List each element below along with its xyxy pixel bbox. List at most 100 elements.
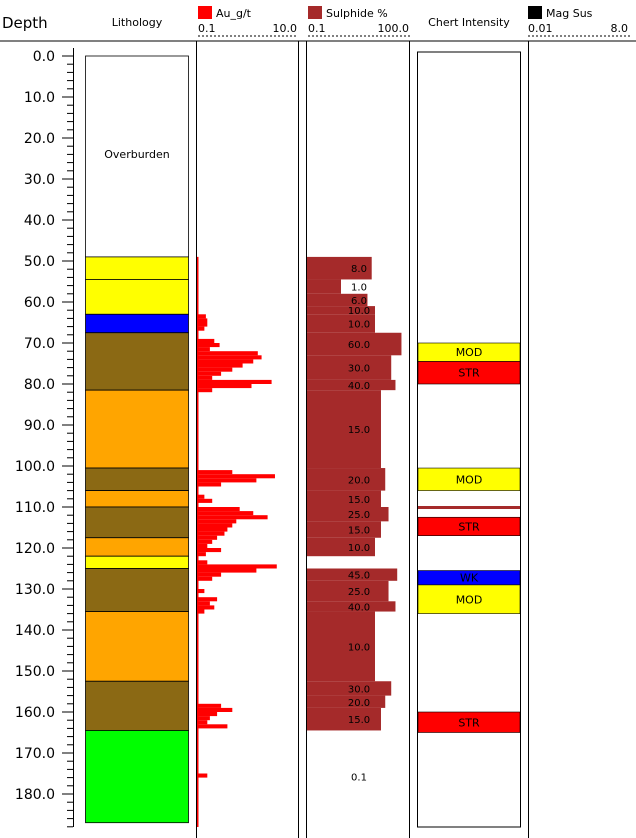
- depth-tick-label: 170.0: [15, 746, 55, 762]
- sulphide-track: 8.01.06.010.010.060.030.040.015.020.015.…: [307, 256, 402, 784]
- depth-header: Depth: [2, 14, 48, 32]
- depth-tick-label: 40.0: [24, 213, 55, 229]
- depth-tick-label: 20.0: [24, 131, 55, 147]
- chert-interval: [417, 467, 521, 491]
- chert-interval-label: MOD: [456, 346, 483, 359]
- sulphide-bar: [307, 306, 375, 315]
- au-bar: [197, 527, 228, 532]
- au-scale-max: 10.0: [273, 22, 298, 35]
- lithology-interval: [85, 730, 189, 824]
- lithology-label: Overburden: [104, 148, 169, 161]
- sulphide-bar: [307, 256, 372, 280]
- lithology-interval: [85, 389, 189, 469]
- au-bar: [197, 716, 210, 721]
- sulphide-value-label: 0.1: [351, 773, 367, 784]
- au-bar: [197, 552, 206, 557]
- depth-axis: 0.0 10.0 20.0 30.0 40.0 50.0 60.0 70.0 80.0 90.0 1…: [15, 48, 74, 828]
- sulphide-bar: [307, 468, 386, 491]
- sulphide-legend-swatch: [308, 6, 322, 19]
- chert-track: MOD STR MOD STR WK MOD STR: [417, 51, 521, 828]
- sulphide-value-label: 15.0: [348, 495, 370, 506]
- depth-tick-label: 130.0: [15, 582, 55, 598]
- depth-tick-label: 120.0: [15, 541, 55, 557]
- sulphide-bar: [307, 490, 381, 507]
- sulphide-value-label: 8.0: [351, 264, 367, 275]
- sulphide-bar: [307, 695, 386, 708]
- au-bar: [197, 343, 220, 348]
- au-bar: [197, 379, 272, 384]
- au-bar: [197, 572, 222, 577]
- lithology-interval: [85, 467, 189, 491]
- au-bar: [197, 576, 213, 581]
- lithology-interval: [85, 490, 189, 508]
- depth-tick-label: 150.0: [15, 664, 55, 680]
- chert-interval-label: WK: [460, 572, 479, 585]
- sulphide-value-label: 20.0: [348, 475, 370, 486]
- chert-header: Chert Intensity: [428, 16, 510, 29]
- lithology-interval: [85, 680, 189, 731]
- au-bar: [197, 470, 233, 475]
- au-bar: [197, 605, 215, 610]
- sulphide-value-label: 10.0: [348, 642, 370, 653]
- depth-tick-label: 180.0: [15, 787, 55, 803]
- au-bar: [197, 482, 222, 487]
- lithology-interval: [85, 279, 189, 315]
- lithology-interval: [85, 313, 189, 334]
- au-bar: [197, 720, 208, 725]
- sulphide-bar: [307, 611, 375, 682]
- depth-tick-label: 140.0: [15, 623, 55, 639]
- sulphide-value-label: 40.0: [348, 381, 370, 392]
- au-bar: [197, 371, 222, 376]
- au-bar: [197, 773, 208, 778]
- depth-tick-label: 70.0: [24, 336, 55, 352]
- au-bar: [197, 703, 222, 708]
- lithology-interval: [85, 568, 189, 612]
- au-bar: [197, 564, 277, 569]
- au-bar: [197, 511, 254, 516]
- chert-interval-label: STR: [458, 367, 480, 380]
- au-bar: [197, 560, 208, 565]
- sulphide-bar: [307, 293, 368, 307]
- au-bar: [197, 375, 213, 380]
- au-bar: [197, 519, 237, 524]
- sulphide-bar: [307, 707, 381, 731]
- sulphide-bar: [307, 580, 389, 602]
- sulphide-value-label: 1.0: [351, 283, 367, 294]
- au-bar: [197, 363, 243, 368]
- depth-tick-label: 0.0: [33, 49, 55, 65]
- au-bar: [197, 355, 262, 360]
- au-bar: [197, 589, 205, 594]
- lithology-track: Overburden: [85, 55, 189, 824]
- au-bar: [197, 707, 233, 712]
- au-bar: [197, 601, 210, 606]
- lithology-interval: [85, 506, 189, 539]
- chert-interval: [417, 516, 521, 537]
- chert-track-frame: [417, 51, 521, 828]
- au-bar: [197, 474, 275, 479]
- sulphide-value-label: 6.0: [351, 296, 367, 307]
- sulphide-bar: [307, 332, 402, 356]
- depth-tick-label: 60.0: [24, 295, 55, 311]
- lithology-interval: [85, 537, 189, 557]
- sulphide-value-label: 15.0: [348, 425, 370, 436]
- chert-line-marker: [418, 506, 520, 509]
- au-scale-min: 0.1: [198, 22, 216, 35]
- sulphide-bar: [307, 521, 381, 538]
- chert-interval: [417, 361, 521, 385]
- sulphide-value-label: 30.0: [348, 364, 370, 375]
- au-bar: [197, 523, 233, 528]
- sulphide-bar: [307, 379, 396, 391]
- au-bar: [197, 388, 213, 393]
- au-track: [196, 256, 277, 827]
- au-bar: [197, 338, 215, 343]
- au-bar: [197, 326, 205, 331]
- au-bar: [197, 314, 206, 319]
- magsus-legend-label: Mag Sus: [546, 7, 593, 20]
- sulphide-value-label: 25.0: [348, 510, 370, 521]
- sulphide-scale-max: 100.0: [378, 22, 410, 35]
- chert-interval-label: MOD: [456, 473, 483, 486]
- au-bar: [197, 515, 268, 520]
- sulphide-bar: [307, 568, 398, 581]
- sulphide-bar: [307, 355, 392, 380]
